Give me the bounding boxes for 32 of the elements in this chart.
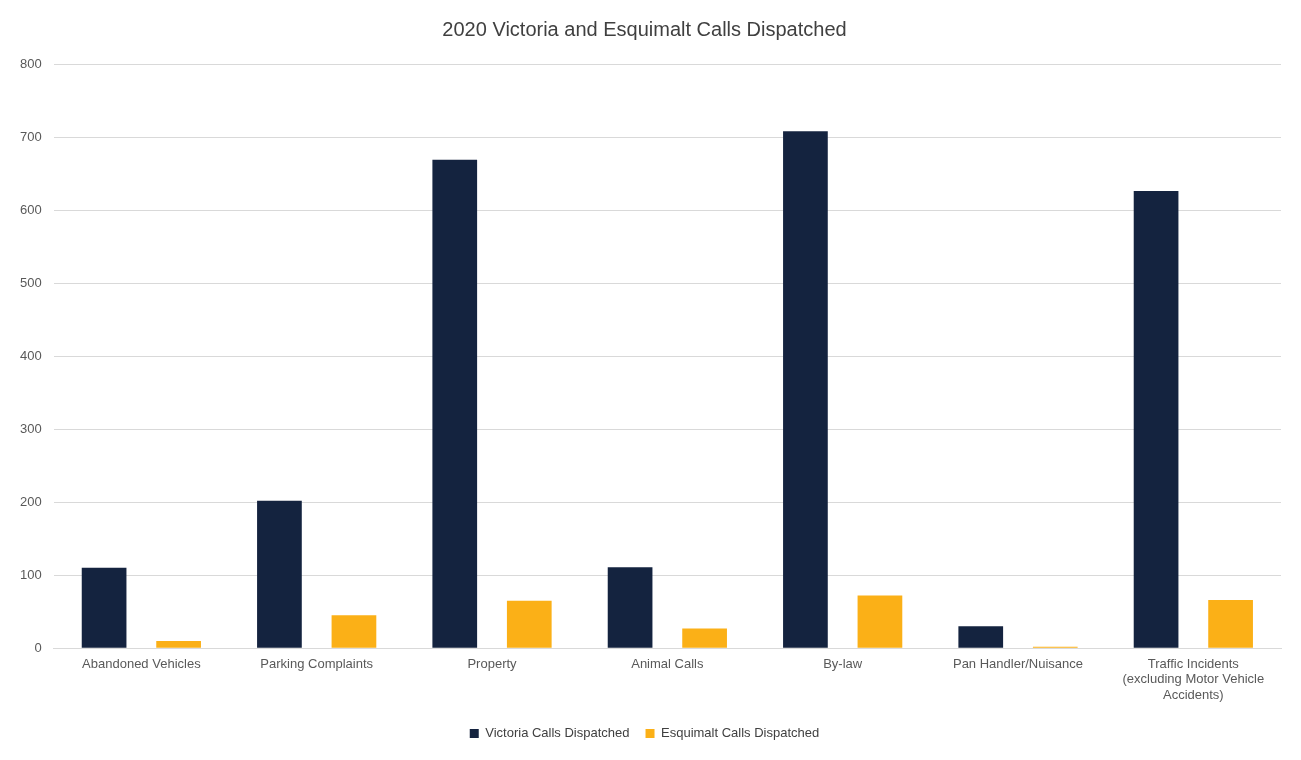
bar: [958, 626, 1004, 648]
chart-title: 2020 Victoria and Esquimalt Calls Dispatched: [442, 17, 847, 40]
bar: [432, 159, 478, 648]
bar: [331, 615, 377, 648]
x-tick-label: Abandoned Vehicles: [82, 655, 202, 671]
y-tick-label: 700: [19, 128, 42, 144]
x-tick-label: By-law: [823, 655, 863, 671]
y-tick-label: 600: [19, 201, 42, 217]
y-tick-label: 400: [19, 347, 42, 363]
bar: [783, 131, 828, 648]
x-tick-label: Parking Complaints: [260, 655, 374, 671]
bar: [857, 595, 903, 648]
legend-label: Esquimalt Calls Dispatched: [661, 725, 820, 741]
y-tick-label: 200: [19, 493, 42, 509]
x-tick-label: Property: [467, 655, 518, 671]
x-tick-label: Traffic Incidents (excluding Motor Vehicle Accidents): [1122, 655, 1265, 702]
y-tick-label: 500: [19, 274, 42, 290]
bar: [1208, 600, 1253, 648]
y-tick-label: 300: [19, 420, 42, 436]
bar: [81, 567, 127, 648]
bar: [506, 600, 552, 648]
y-tick-label: 100: [19, 566, 42, 582]
y-tick-label: 0: [34, 639, 42, 655]
bar: [257, 500, 302, 648]
x-tick-label: Pan Handler/Nuisance: [952, 655, 1084, 671]
bar: [607, 567, 653, 648]
bar: [156, 640, 201, 648]
x-tick-label: Animal Calls: [631, 655, 704, 671]
bar: [1133, 191, 1179, 648]
y-tick-label: 800: [19, 55, 42, 71]
legend-label: Victoria Calls Dispatched: [485, 725, 630, 741]
bar: [682, 628, 727, 648]
